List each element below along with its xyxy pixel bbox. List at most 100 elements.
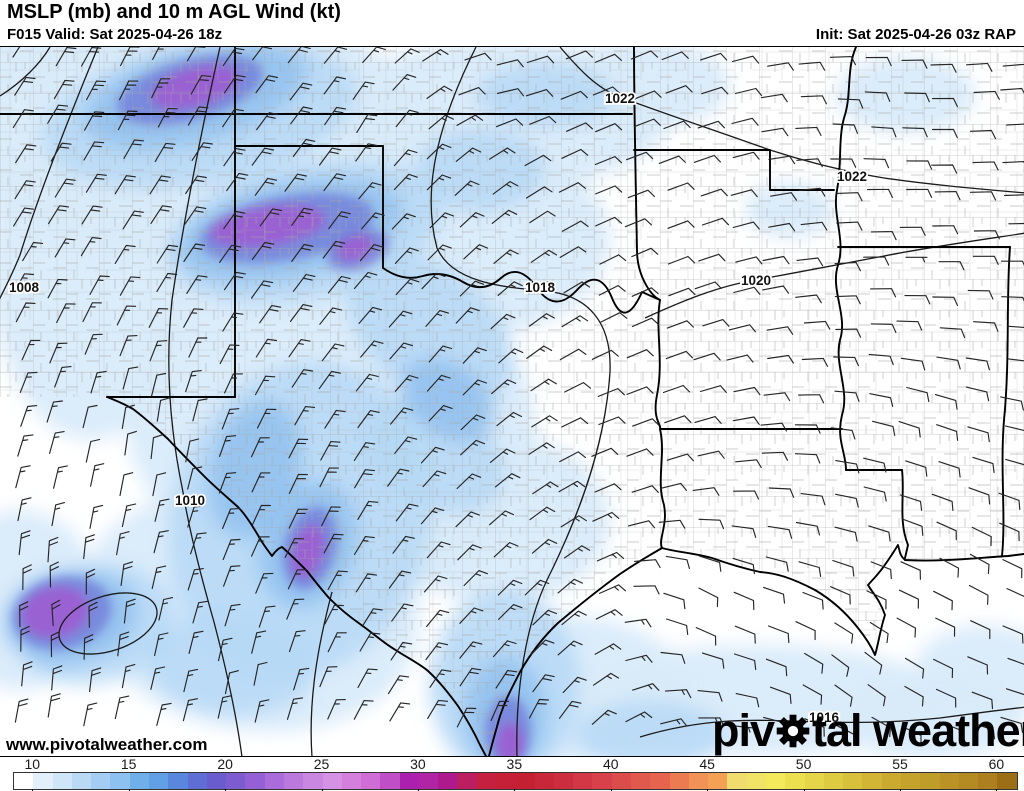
wind-barb (698, 253, 726, 262)
wind-barb (53, 79, 75, 100)
wind-barb (935, 688, 957, 708)
wind-barb (222, 538, 241, 561)
wind-barb (319, 307, 343, 325)
wind-barb (834, 390, 860, 402)
border-red-river (382, 267, 661, 314)
wind-barb (973, 90, 1000, 100)
colorbar-segment (669, 773, 689, 789)
wind-barb (631, 247, 659, 258)
wind-barb (15, 302, 36, 323)
wind-barb (836, 221, 863, 231)
wind-barb (700, 188, 728, 197)
border-ks-mo-ok-ar (633, 47, 661, 301)
wind-barb (591, 709, 617, 725)
wind-barb (939, 721, 961, 740)
wind-barb (560, 90, 588, 100)
wind-barb (353, 700, 374, 720)
wind-barb (84, 333, 103, 355)
wind-barb (869, 621, 889, 644)
wind-barb (800, 95, 827, 105)
wind-barb (254, 375, 276, 396)
wind-barb (734, 87, 763, 97)
wind-barb (394, 247, 419, 264)
colorbar-segment (226, 773, 246, 789)
colorbar-segment (264, 773, 284, 789)
wind-barb (190, 532, 207, 555)
wind-barb (327, 632, 347, 653)
wind-barb (420, 446, 445, 464)
wind-barb (14, 698, 29, 723)
wind-barb (496, 411, 523, 427)
wind-barb (832, 559, 855, 577)
wind-barb (834, 262, 861, 272)
wind-barb (190, 75, 212, 95)
isobar-value-label: 1020 (741, 273, 771, 288)
wind-barb (762, 285, 790, 294)
wind-barb (800, 221, 828, 231)
shading-blob (145, 614, 315, 716)
shading-blob (575, 700, 725, 757)
isobar-value-label: 1016 (809, 710, 840, 725)
wind-barb (219, 344, 240, 365)
wind-barb (931, 493, 954, 511)
wind-barb (768, 625, 790, 644)
wind-barb (251, 630, 267, 654)
wind-barb (767, 354, 794, 364)
wind-barb (89, 275, 110, 295)
wind-barb (870, 288, 897, 298)
wind-barb (800, 493, 826, 506)
wind-barb (831, 654, 850, 677)
wind-barb (182, 698, 198, 722)
wind-barb (526, 345, 553, 359)
wind-barb (763, 392, 791, 402)
wind-barb (292, 138, 316, 157)
wind-barb (13, 273, 35, 293)
wind-barb (89, 504, 104, 529)
wind-barb (498, 348, 524, 364)
wind-barb (830, 158, 857, 168)
colorbar-segment (727, 773, 747, 789)
wind-barb (899, 226, 926, 236)
colorbar-segment (187, 773, 207, 789)
wind-barb (219, 244, 242, 263)
wind-barb (222, 108, 244, 128)
wind-barb (256, 408, 277, 429)
colorbar-tick (996, 789, 998, 791)
wind-barb (394, 374, 419, 392)
wind-barb (183, 243, 206, 263)
border-mississippi-river (834, 47, 857, 471)
wind-barb (761, 451, 789, 461)
wind-barb (83, 141, 105, 161)
colorbar-segment (862, 773, 882, 789)
wind-barb (965, 386, 990, 402)
wind-barb (998, 492, 1021, 510)
wind-barb (559, 451, 586, 463)
wind-barb (156, 702, 172, 726)
wind-barb (90, 463, 105, 487)
wind-barb (561, 417, 589, 428)
wind-barb (904, 657, 925, 679)
wind-barb (969, 129, 997, 140)
wind-barb (152, 47, 164, 60)
wind-barb (801, 357, 829, 367)
wind-barb (288, 473, 308, 494)
wind-barb (156, 272, 178, 292)
page-title: MSLP (mb) and 10 m AGL Wind (kt) (7, 1, 341, 23)
wind-barb (356, 114, 378, 133)
wind-barb (85, 173, 107, 193)
wind-barb (698, 518, 725, 530)
wind-barb (969, 191, 997, 201)
wind-barb (357, 668, 378, 689)
wind-barb (54, 178, 76, 198)
wind-barb (156, 397, 170, 422)
wind-barb (634, 90, 662, 100)
wind-barb (795, 126, 822, 136)
wind-barb (258, 605, 276, 628)
wind-barb (931, 164, 958, 174)
wind-barb (934, 191, 961, 201)
wind-barb (625, 654, 653, 663)
wind-barb (931, 128, 958, 139)
wind-barb (422, 49, 449, 62)
wind-barb (663, 592, 686, 610)
wind-barb (906, 160, 933, 170)
